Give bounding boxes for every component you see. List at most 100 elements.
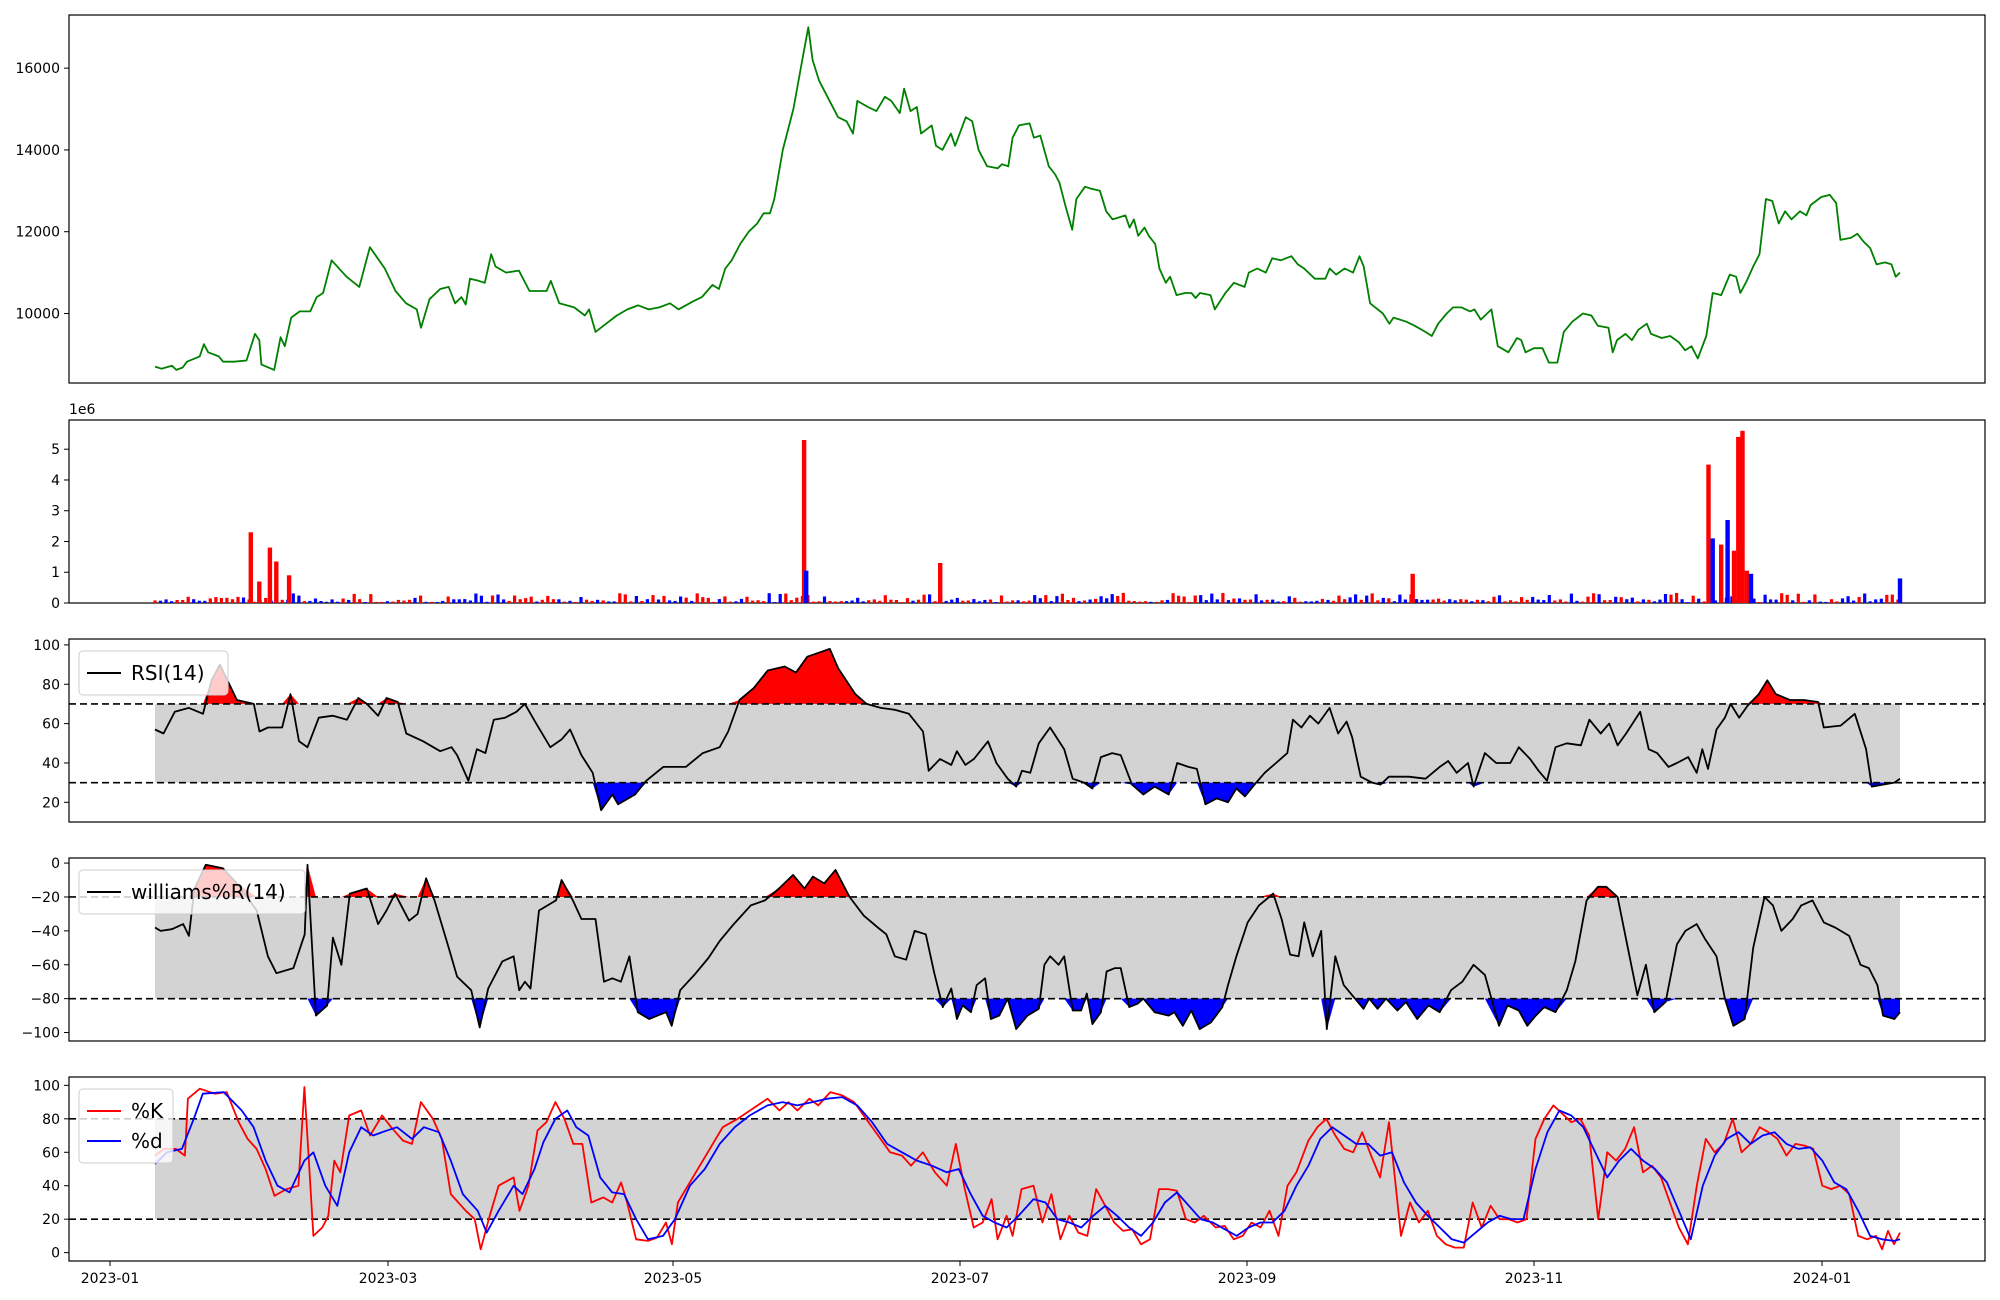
volume-panel: 1e6 0 1 2 3 4 5 [51, 402, 1986, 612]
volume-bar [1464, 599, 1468, 603]
williams_r-ytick-label: 0 [51, 856, 60, 872]
volume-bar [424, 601, 428, 603]
volume-bar [1744, 570, 1749, 603]
volume-bar [1603, 600, 1607, 603]
volume-bar [1852, 600, 1856, 603]
volume-bar [1099, 596, 1103, 603]
volume-bar [153, 600, 157, 603]
volume-bar [1564, 601, 1568, 603]
volume-bar [1879, 598, 1883, 603]
volume-bar [1271, 599, 1275, 603]
volume-bar [1857, 597, 1861, 603]
volume-bar [1874, 599, 1878, 603]
volume-bar [396, 599, 400, 603]
volume-bar [1713, 600, 1717, 603]
volume-bar [684, 597, 688, 603]
volume-bar [1066, 600, 1070, 603]
volume-bar [867, 600, 871, 603]
volume-bar [1652, 601, 1656, 603]
price-ytick-label: 12000 [15, 225, 60, 241]
volume-bar [745, 596, 749, 603]
volume-bar [640, 601, 644, 603]
volume-bar [1005, 601, 1009, 603]
stochastic-legend: %K %d [78, 1088, 174, 1164]
volume-ytick-label: 3 [51, 504, 60, 520]
volume-bar [230, 599, 235, 603]
volume-bar [358, 599, 362, 603]
volume-bar [1514, 601, 1518, 603]
rsi-ytick-label: 80 [42, 677, 60, 693]
price-panel: 10000 12000 14000 16000 [15, 14, 1986, 384]
volume-bar [430, 601, 434, 603]
volume-bar [1033, 595, 1037, 603]
volume-bar [236, 596, 240, 603]
volume-bar [955, 597, 959, 603]
volume-bar [170, 601, 174, 603]
volume-bar [961, 600, 965, 603]
volume-bar [1138, 601, 1142, 603]
volume-bar [313, 598, 318, 603]
williams_r-overbought-fill [155, 864, 1900, 897]
williams_r-axes-frame [68, 857, 1986, 1042]
volume-ytick-label: 2 [51, 534, 60, 550]
volume-bar [734, 601, 738, 603]
volume-bar [1304, 601, 1308, 603]
volume-bar [186, 596, 190, 603]
volume-bar [1326, 599, 1330, 603]
volume-bar [651, 595, 655, 603]
williams_r-oversold-fill [155, 998, 1900, 1030]
volume-bar [308, 600, 312, 603]
stochastic-ytick-label: 40 [42, 1179, 60, 1195]
rsi-ytick-label: 100 [33, 638, 60, 654]
volume-bar [1011, 600, 1015, 603]
rsi-line-0 [154, 647, 1901, 812]
volume-bar [1731, 550, 1737, 603]
x-tick-label: 2024-01 [1793, 1271, 1852, 1287]
volume-bar [219, 598, 223, 603]
volume-bar [1647, 599, 1651, 603]
volume-bar [1680, 599, 1684, 603]
volume-bar [1686, 602, 1690, 603]
volume-bar [822, 596, 827, 603]
volume-bar [596, 599, 600, 603]
volume-bar [1752, 598, 1756, 603]
volume-bar [1614, 596, 1618, 603]
volume-bar [291, 593, 295, 603]
volume-bar [1094, 598, 1098, 603]
stochastic-legend-label: %d [131, 1129, 163, 1153]
volume-bar [507, 600, 511, 603]
volume-bar [889, 599, 893, 603]
volume-bar [1658, 599, 1662, 603]
volume-bar [1088, 599, 1092, 603]
volume-bar [1697, 598, 1701, 603]
volume-bar [1193, 595, 1197, 603]
volume-bar [1719, 544, 1724, 603]
volume-bar [1702, 601, 1706, 603]
volume-bar [1802, 601, 1806, 603]
volume-bar [1254, 594, 1258, 603]
volume-bar [856, 597, 860, 603]
volume-bar [938, 563, 943, 603]
volume-bar [1520, 597, 1524, 603]
rsi-ytick-label: 20 [42, 795, 60, 811]
volume-bar [1359, 599, 1363, 603]
volume-bar [579, 597, 583, 603]
volume-bar [834, 601, 838, 603]
volume-bar [474, 593, 478, 603]
volume-bar [1381, 597, 1385, 603]
volume-bar [695, 593, 699, 603]
volume-bar [922, 594, 926, 603]
volume-bar [1885, 594, 1889, 603]
volume-bar [1365, 595, 1369, 603]
volume-bar [441, 600, 445, 603]
volume-bar [789, 600, 793, 603]
volume-offset-label: 1e6 [69, 402, 96, 418]
volume-ytick-label: 4 [51, 473, 60, 489]
volume-bar [679, 596, 683, 603]
volume-bar [1248, 599, 1253, 603]
volume-bar [490, 595, 495, 603]
volume-bar [1154, 601, 1159, 603]
volume-bar [496, 594, 500, 603]
volume-bar [1060, 593, 1064, 603]
volume-bar [1204, 600, 1208, 603]
